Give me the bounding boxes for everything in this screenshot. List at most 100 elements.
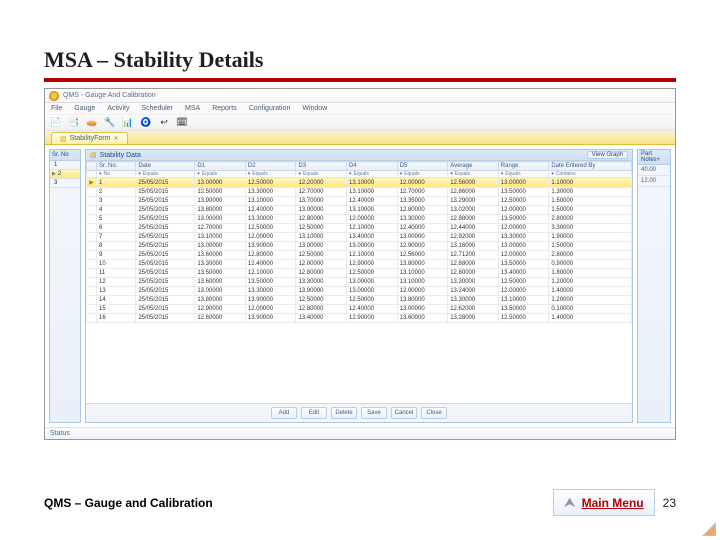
grid-cell: 12.80000 [245,251,296,260]
filter-hint[interactable]: No [104,171,110,177]
grid-header[interactable]: D4 [347,162,398,171]
menu-activity[interactable]: Activity [107,105,129,112]
delete-button[interactable]: Delete [331,407,357,419]
grid-cell: 12.00000 [245,233,296,242]
table-row[interactable]: 1125/05/201513.5000012.1000012.8000012.5… [87,269,632,278]
filter-hint[interactable]: Equals [404,171,419,177]
left-panel-row-label: 2 [58,171,61,177]
toolbar-icon-3[interactable]: 🔧 [104,117,116,129]
menu-gauge[interactable]: Gauge [74,105,95,112]
window-titlebar: QMS - Gauge And Calibration [45,89,675,103]
table-row[interactable]: 725/05/201513.1000012.0000013.1000013.40… [87,233,632,242]
table-row[interactable]: ▶125/05/201513.0000012.5000012.2000013.1… [87,178,632,188]
grid-header[interactable]: Date Entered By [549,162,632,171]
toolbar-icon-6[interactable]: ↩ [158,117,170,129]
grid-header[interactable]: D1 [195,162,246,171]
view-graph-button[interactable]: View Graph [587,151,628,159]
grid-header[interactable]: D3 [296,162,347,171]
grid-cell: 13.00000 [195,242,246,251]
funnel-icon[interactable]: ▾ [298,171,301,177]
filter-hint[interactable]: Contains [556,171,576,177]
funnel-icon[interactable]: ▾ [99,171,102,177]
funnel-icon[interactable]: ▾ [501,171,504,177]
menu-file[interactable]: File [51,105,62,112]
grid-cell: 1.20000 [549,296,632,305]
grid-cell: 1.90000 [549,233,632,242]
table-row[interactable]: 925/05/201513.6000012.8000012.5000012.10… [87,251,632,260]
table-row[interactable]: 1025/05/201513.3000012.4000012.0000012.9… [87,260,632,269]
grid-cell: 25/05/2015 [136,197,195,206]
grid-header[interactable]: D2 [245,162,296,171]
table-row[interactable]: 1225/05/201513.6000013.5000013.3000013.0… [87,278,632,287]
filter-hint[interactable]: Equals [143,171,158,177]
toolbar-icon-0[interactable]: 📄 [50,117,62,129]
grid-cell: 12.40000 [347,305,398,314]
table-row[interactable]: 525/05/201513.0000013.3000012.8000012.00… [87,215,632,224]
grid-header[interactable]: D5 [397,162,448,171]
table-row[interactable]: 1525/05/201512.9000012.0000012.8000012.4… [87,305,632,314]
table-row[interactable]: 825/05/201513.0000013.9000013.0000013.00… [87,242,632,251]
left-panel-row[interactable]: 1 [50,161,80,170]
menu-configuration[interactable]: Configuration [249,105,291,112]
table-row[interactable]: 225/05/201512.5000013.3000012.7000013.10… [87,188,632,197]
right-panel-value: 40.00 [638,165,670,176]
grid-header[interactable]: Range [498,162,549,171]
grid-header[interactable]: Sr. No. [97,162,136,171]
grid-cell: 12.00000 [498,224,549,233]
funnel-icon[interactable]: ▾ [197,171,200,177]
funnel-icon[interactable]: ▾ [349,171,352,177]
grid-cell: 12.56000 [397,251,448,260]
grid-cell: 13.00000 [347,287,398,296]
grid-cell: 7 [97,233,136,242]
tab-stability-form[interactable]: ▧ StabilityForm ✕ [51,132,128,144]
grid-cell: 4 [97,206,136,215]
grid-cell: 13.70000 [296,197,347,206]
toolbar-icon-4[interactable]: 📊 [122,117,134,129]
tab-label: StabilityForm [70,135,111,142]
main-menu-button[interactable]: ⮝ Main Menu [553,489,655,516]
grid-cell: 12.71200 [448,251,499,260]
row-indicator-icon: ▶ [87,178,97,188]
filter-hint[interactable]: Equals [354,171,369,177]
grid-cell: 13.40000 [347,233,398,242]
toolbar-icon-5[interactable]: 🧿 [140,117,152,129]
filter-hint[interactable]: Equals [455,171,470,177]
cancel-button[interactable]: Cancel [391,407,417,419]
table-row[interactable]: 425/05/201513.8000012.4000013.0000013.10… [87,206,632,215]
filter-hint[interactable]: Equals [202,171,217,177]
menu-scheduler[interactable]: Scheduler [141,105,173,112]
filter-hint[interactable]: Equals [505,171,520,177]
grid-cell: 13.29000 [448,197,499,206]
grid-cell: 25/05/2015 [136,206,195,215]
menu-window[interactable]: Window [302,105,327,112]
table-row[interactable]: 1625/05/201512.6000013.9000013.4000012.9… [87,314,632,323]
left-panel-row[interactable]: 3 [50,179,80,188]
table-row[interactable]: 1425/05/201513.8000013.9000012.5000012.5… [87,296,632,305]
close-button[interactable]: Close [421,407,447,419]
edit-button[interactable]: Edit [301,407,327,419]
save-button[interactable]: Save [361,407,387,419]
menu-reports[interactable]: Reports [212,105,237,112]
toolbar-icon-2[interactable]: 🥧 [86,117,98,129]
filter-hint[interactable]: Equals [303,171,318,177]
table-row[interactable]: 325/05/201513.9000013.1000013.7000012.40… [87,197,632,206]
table-row[interactable]: 625/05/201512.7000012.5000012.5000012.10… [87,224,632,233]
funnel-icon[interactable]: ▾ [138,171,141,177]
add-button[interactable]: Add [271,407,297,419]
funnel-icon[interactable]: ▾ [450,171,453,177]
table-row[interactable]: 1325/05/201513.0000013.3000013.9000013.0… [87,287,632,296]
grid-header[interactable]: Date [136,162,195,171]
toolbar-icon-7[interactable]: 🗓 [176,117,188,129]
grid-cell: 12.50000 [498,314,549,323]
left-panel-row[interactable]: ▶2 [50,170,80,179]
funnel-icon[interactable]: ▾ [248,171,251,177]
toolbar-icon-1[interactable]: 📑 [68,117,80,129]
menu-msa[interactable]: MSA [185,105,200,112]
close-icon[interactable]: ✕ [113,135,118,142]
stability-grid: Sr. No.DateD1D2D3D4D5AverageRangeDate En… [86,161,632,323]
funnel-icon[interactable]: ▾ [400,171,403,177]
funnel-icon[interactable]: ▾ [551,171,554,177]
grid-cell: 13.30000 [448,296,499,305]
filter-hint[interactable]: Equals [252,171,267,177]
grid-header[interactable]: Average [448,162,499,171]
